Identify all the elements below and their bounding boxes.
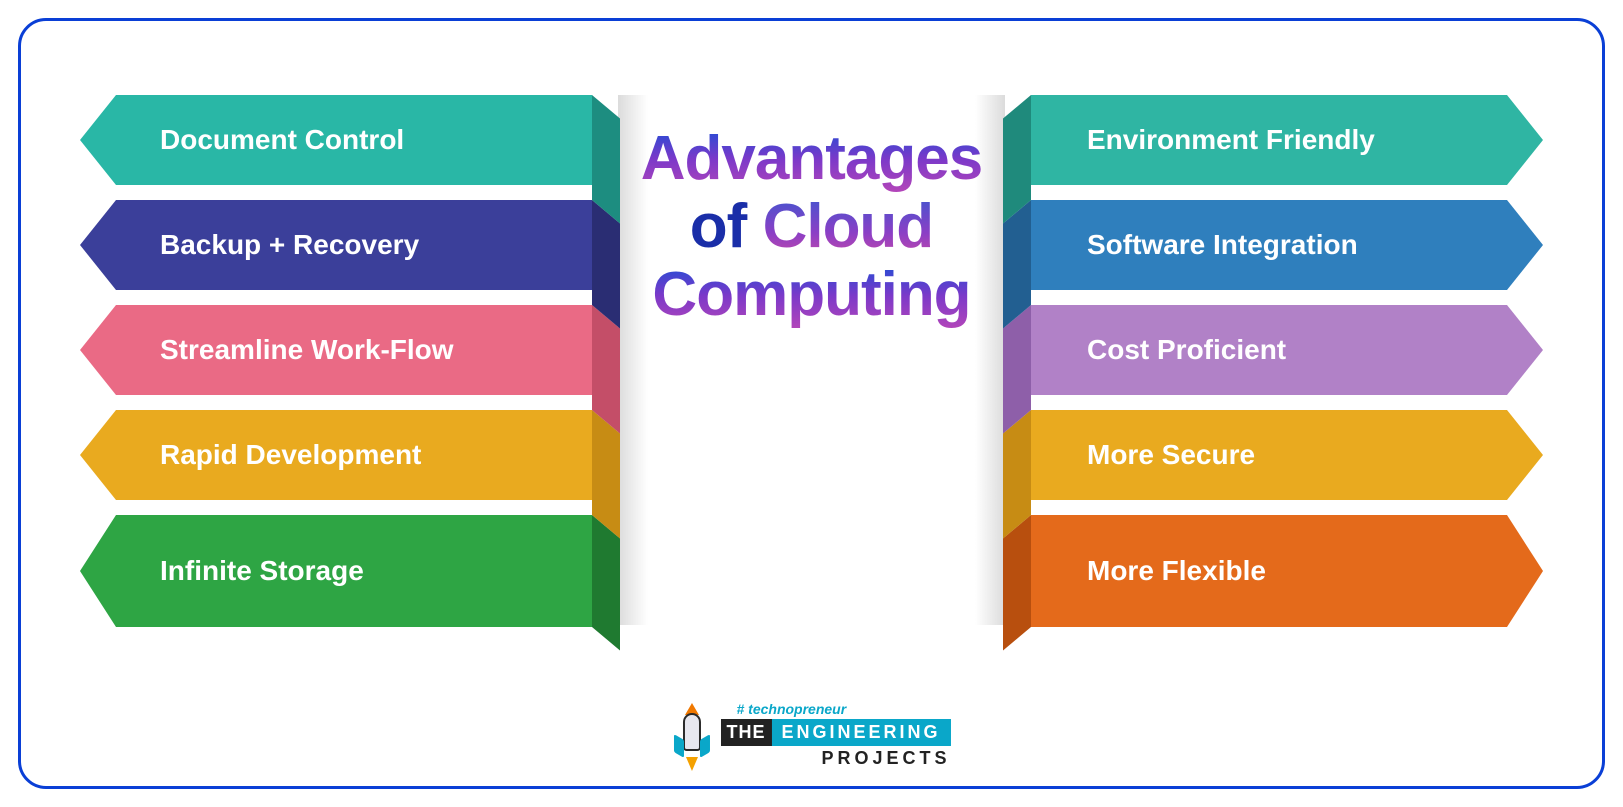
infographic-content: Document Control Backup + Recovery Streaml… xyxy=(90,95,1533,657)
arrow-face: Document Control xyxy=(80,95,592,185)
logo-engineering: ENGINEERING xyxy=(771,719,950,746)
arrow-label: Cost Proficient xyxy=(1087,334,1286,366)
arrow-label: Rapid Development xyxy=(160,439,421,471)
arrow-label: More Secure xyxy=(1087,439,1255,471)
arrow-face: More Secure xyxy=(1031,410,1543,500)
rocket-icon xyxy=(672,705,710,769)
arrow-face: Cost Proficient xyxy=(1031,305,1543,395)
right-arrow-item: Environment Friendly xyxy=(1003,95,1533,200)
arrow-label: Infinite Storage xyxy=(160,555,364,587)
arrow-label: Environment Friendly xyxy=(1087,124,1375,156)
arrow-label: Backup + Recovery xyxy=(160,229,419,261)
arrow-face: Environment Friendly xyxy=(1031,95,1543,185)
logo-row-1: THE ENGINEERING xyxy=(720,719,950,746)
left-arrow-stack: Document Control Backup + Recovery Streaml… xyxy=(90,95,620,627)
logo-text-block: # technopreneur THE ENGINEERING PROJECTS xyxy=(720,701,950,769)
logo-hashtag: # technopreneur xyxy=(736,701,950,717)
arrow-label: Document Control xyxy=(160,124,404,156)
left-arrow-item: Document Control xyxy=(90,95,620,200)
arrow-face: More Flexible xyxy=(1031,515,1543,627)
left-arrow-item: Streamline Work-Flow xyxy=(90,305,620,410)
left-arrow-item: Infinite Storage xyxy=(90,515,620,627)
arrow-face: Streamline Work-Flow xyxy=(80,305,592,395)
arrow-label: More Flexible xyxy=(1087,555,1266,587)
arrow-depth xyxy=(592,95,620,223)
arrow-depth xyxy=(1003,515,1031,650)
left-arrow-item: Rapid Development xyxy=(90,410,620,515)
right-arrow-item: Software Integration xyxy=(1003,200,1533,305)
arrow-face: Rapid Development xyxy=(80,410,592,500)
left-arrow-item: Backup + Recovery xyxy=(90,200,620,305)
arrow-label: Software Integration xyxy=(1087,229,1358,261)
brand-logo: # technopreneur THE ENGINEERING PROJECTS xyxy=(672,701,950,769)
arrow-face: Infinite Storage xyxy=(80,515,592,627)
right-arrow-stack: Environment Friendly Software Integration… xyxy=(1003,95,1533,627)
title-line-2: of Cloud xyxy=(690,193,933,261)
title-line-3: Computing xyxy=(652,261,970,329)
arrow-label: Streamline Work-Flow xyxy=(160,334,454,366)
center-title-block: Advantages of Cloud Computing xyxy=(620,95,1003,330)
logo-the: THE xyxy=(720,719,771,746)
arrow-face: Backup + Recovery xyxy=(80,200,592,290)
right-arrow-item: More Secure xyxy=(1003,410,1533,515)
title-of: of xyxy=(690,192,747,261)
right-arrow-item: Cost Proficient xyxy=(1003,305,1533,410)
title-cloud: Cloud xyxy=(763,192,934,261)
right-arrow-item: More Flexible xyxy=(1003,515,1533,627)
logo-projects: PROJECTS xyxy=(720,748,950,769)
arrow-face: Software Integration xyxy=(1031,200,1543,290)
title-line-1: Advantages xyxy=(641,125,982,193)
